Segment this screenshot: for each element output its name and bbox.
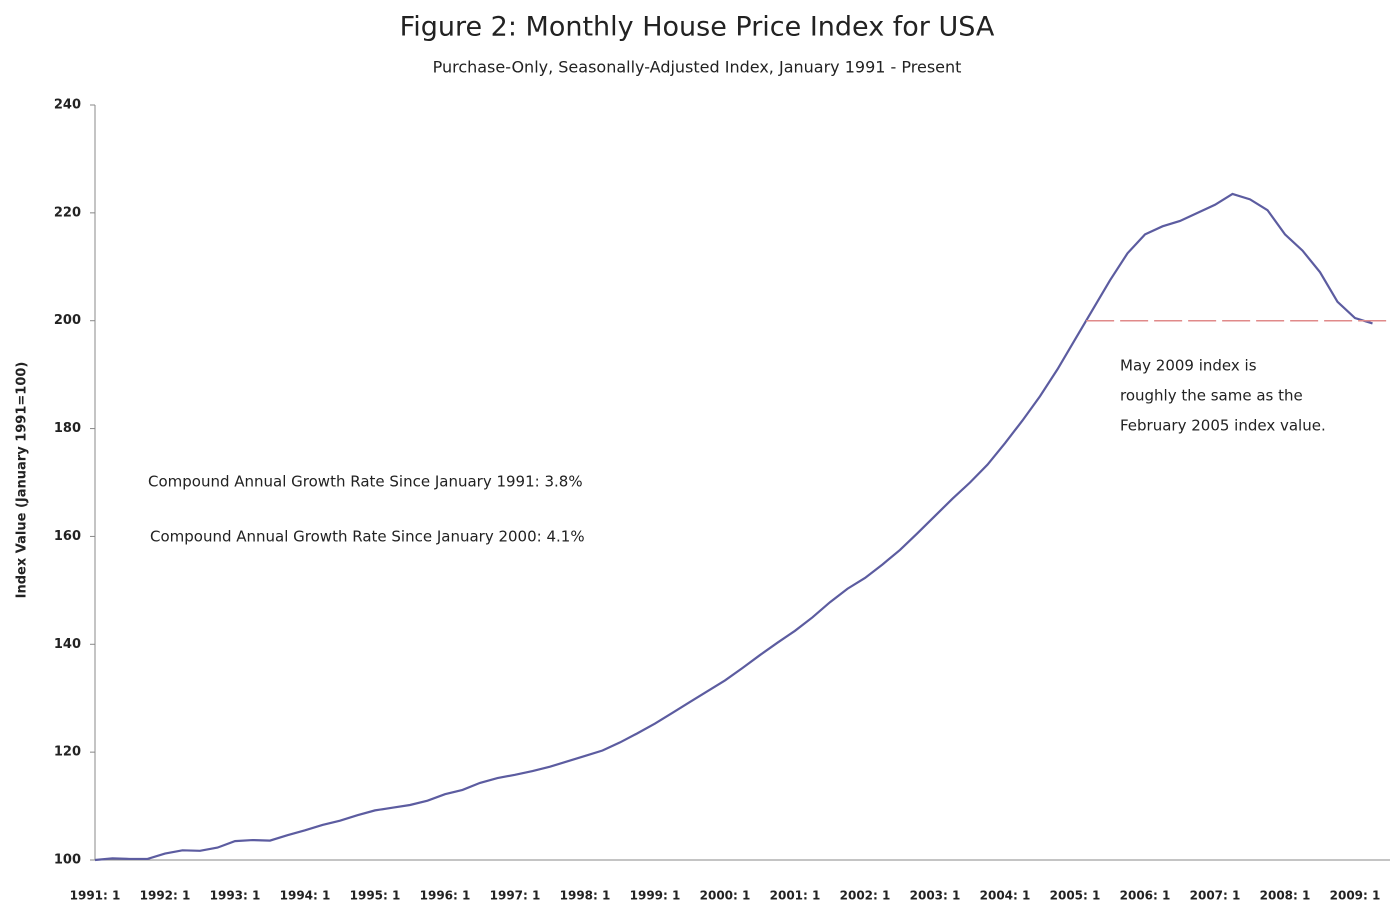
- annotation: roughly the same as the: [1120, 387, 1303, 405]
- annotation: Compound Annual Growth Rate Since Januar…: [148, 473, 583, 491]
- x-tick-label: 1994: 1: [280, 889, 331, 903]
- x-tick-label: 2001: 1: [770, 889, 821, 903]
- chart-subtitle: Purchase-Only, Seasonally-Adjusted Index…: [433, 58, 962, 77]
- y-tick-label: 180: [54, 421, 81, 436]
- x-tick-label: 1997: 1: [490, 889, 541, 903]
- x-tick-label: 1991: 1: [70, 889, 121, 903]
- x-tick-label: 1993: 1: [210, 889, 261, 903]
- y-tick-label: 200: [54, 313, 81, 328]
- x-tick-label: 2002: 1: [840, 889, 891, 903]
- x-tick-label: 2003: 1: [910, 889, 961, 903]
- x-tick-label: 1995: 1: [350, 889, 401, 903]
- x-tick-label: 2004: 1: [980, 889, 1031, 903]
- annotation: Compound Annual Growth Rate Since Januar…: [150, 528, 585, 546]
- chart-title: Figure 2: Monthly House Price Index for …: [400, 12, 995, 43]
- annotation: May 2009 index is: [1120, 357, 1257, 375]
- x-tick-label: 2007: 1: [1190, 889, 1241, 903]
- x-tick-label: 2005: 1: [1050, 889, 1101, 903]
- x-tick-label: 2008: 1: [1260, 889, 1311, 903]
- x-tick-label: 2000: 1: [700, 889, 751, 903]
- y-axis-label: Index Value (January 1991=100): [15, 362, 30, 599]
- line: [94, 192, 1373, 862]
- y-tick-label: 160: [54, 529, 81, 544]
- x-tick-label: 1992: 1: [140, 889, 191, 903]
- x-tick-label: 1998: 1: [560, 889, 611, 903]
- y-tick-label: 220: [54, 205, 81, 220]
- y-tick-label: 140: [54, 637, 81, 652]
- y-tick-label: 100: [54, 853, 81, 868]
- annotation: February 2005 index value.: [1120, 417, 1326, 435]
- x-tick-label: 1999: 1: [630, 889, 681, 903]
- x-tick-label: 2006: 1: [1120, 889, 1171, 903]
- y-tick-label: 240: [54, 98, 81, 113]
- x-tick-label: 2009: 1: [1330, 889, 1381, 903]
- x-tick-label: 1996: 1: [420, 889, 471, 903]
- y-tick-label: 120: [54, 745, 81, 760]
